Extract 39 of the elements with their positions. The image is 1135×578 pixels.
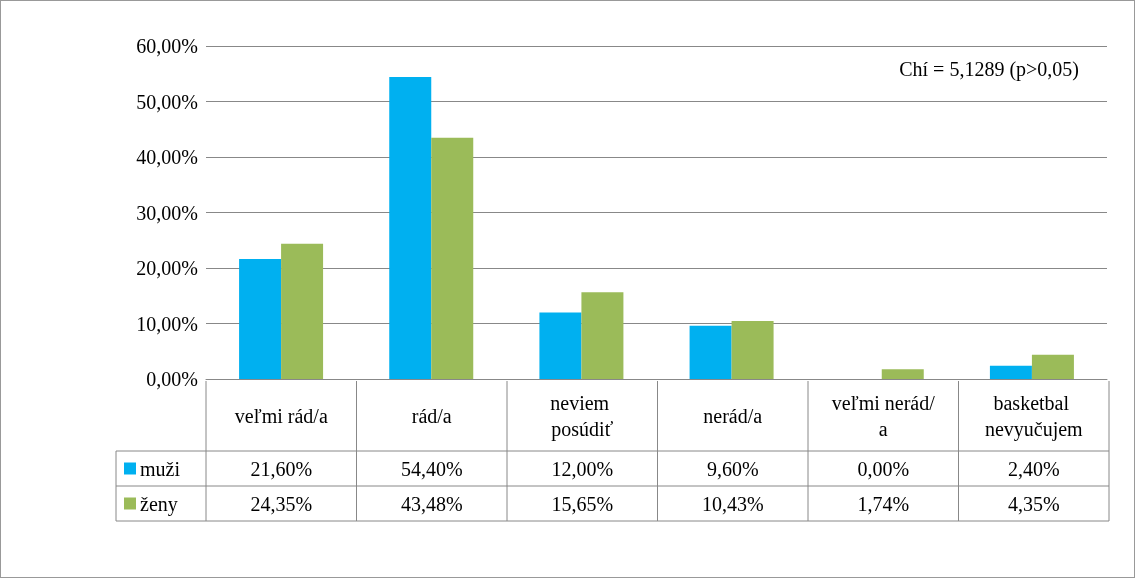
y-tick-label: 30,00% bbox=[136, 201, 198, 224]
bar bbox=[581, 292, 624, 379]
data-label: 24,35% bbox=[250, 492, 313, 515]
data-label: 12,00% bbox=[551, 457, 614, 480]
data-label: 43,48% bbox=[400, 492, 463, 515]
annotation: Chí = 5,1289 (p>0,05) bbox=[899, 58, 1079, 81]
x-tick-label: rád/a bbox=[411, 405, 452, 427]
bar bbox=[689, 325, 732, 379]
data-label: 9,60% bbox=[706, 457, 759, 480]
y-tick-label: 50,00% bbox=[136, 90, 198, 113]
x-tick-label: nerád/a bbox=[703, 405, 763, 427]
bar bbox=[281, 243, 324, 379]
bar bbox=[239, 259, 282, 379]
bar bbox=[539, 312, 582, 379]
bar bbox=[431, 137, 474, 379]
x-tick-label: veľmi nerád/a bbox=[831, 392, 936, 440]
bar bbox=[389, 77, 432, 379]
bar bbox=[881, 369, 924, 379]
y-tick-label: 60,00% bbox=[136, 35, 198, 57]
data-label: 15,65% bbox=[551, 492, 614, 515]
bar bbox=[1031, 354, 1074, 379]
data-label: 2,40% bbox=[1007, 457, 1060, 480]
y-tick-label: 40,00% bbox=[136, 146, 198, 168]
data-label: 21,60% bbox=[250, 457, 313, 480]
data-label: 1,74% bbox=[857, 492, 910, 515]
data-label: 4,35% bbox=[1007, 492, 1060, 515]
legend-label: muži bbox=[140, 457, 181, 480]
x-tick-label: basketbal nevyučujem bbox=[984, 392, 1084, 441]
data-label: 10,43% bbox=[701, 492, 764, 515]
data-label: 0,00% bbox=[857, 457, 910, 480]
y-tick-label: 20,00% bbox=[136, 257, 198, 279]
legend-label: ženy bbox=[140, 492, 178, 516]
y-tick-label: 10,00% bbox=[136, 312, 198, 335]
y-tick-label: 0,00% bbox=[146, 368, 198, 390]
data-label: 54,40% bbox=[400, 457, 463, 480]
x-tick-label: veľmi rád/a bbox=[234, 405, 328, 427]
bar bbox=[731, 321, 774, 379]
bar bbox=[989, 365, 1032, 379]
x-tick-label: neviem posúdiť bbox=[550, 392, 615, 441]
